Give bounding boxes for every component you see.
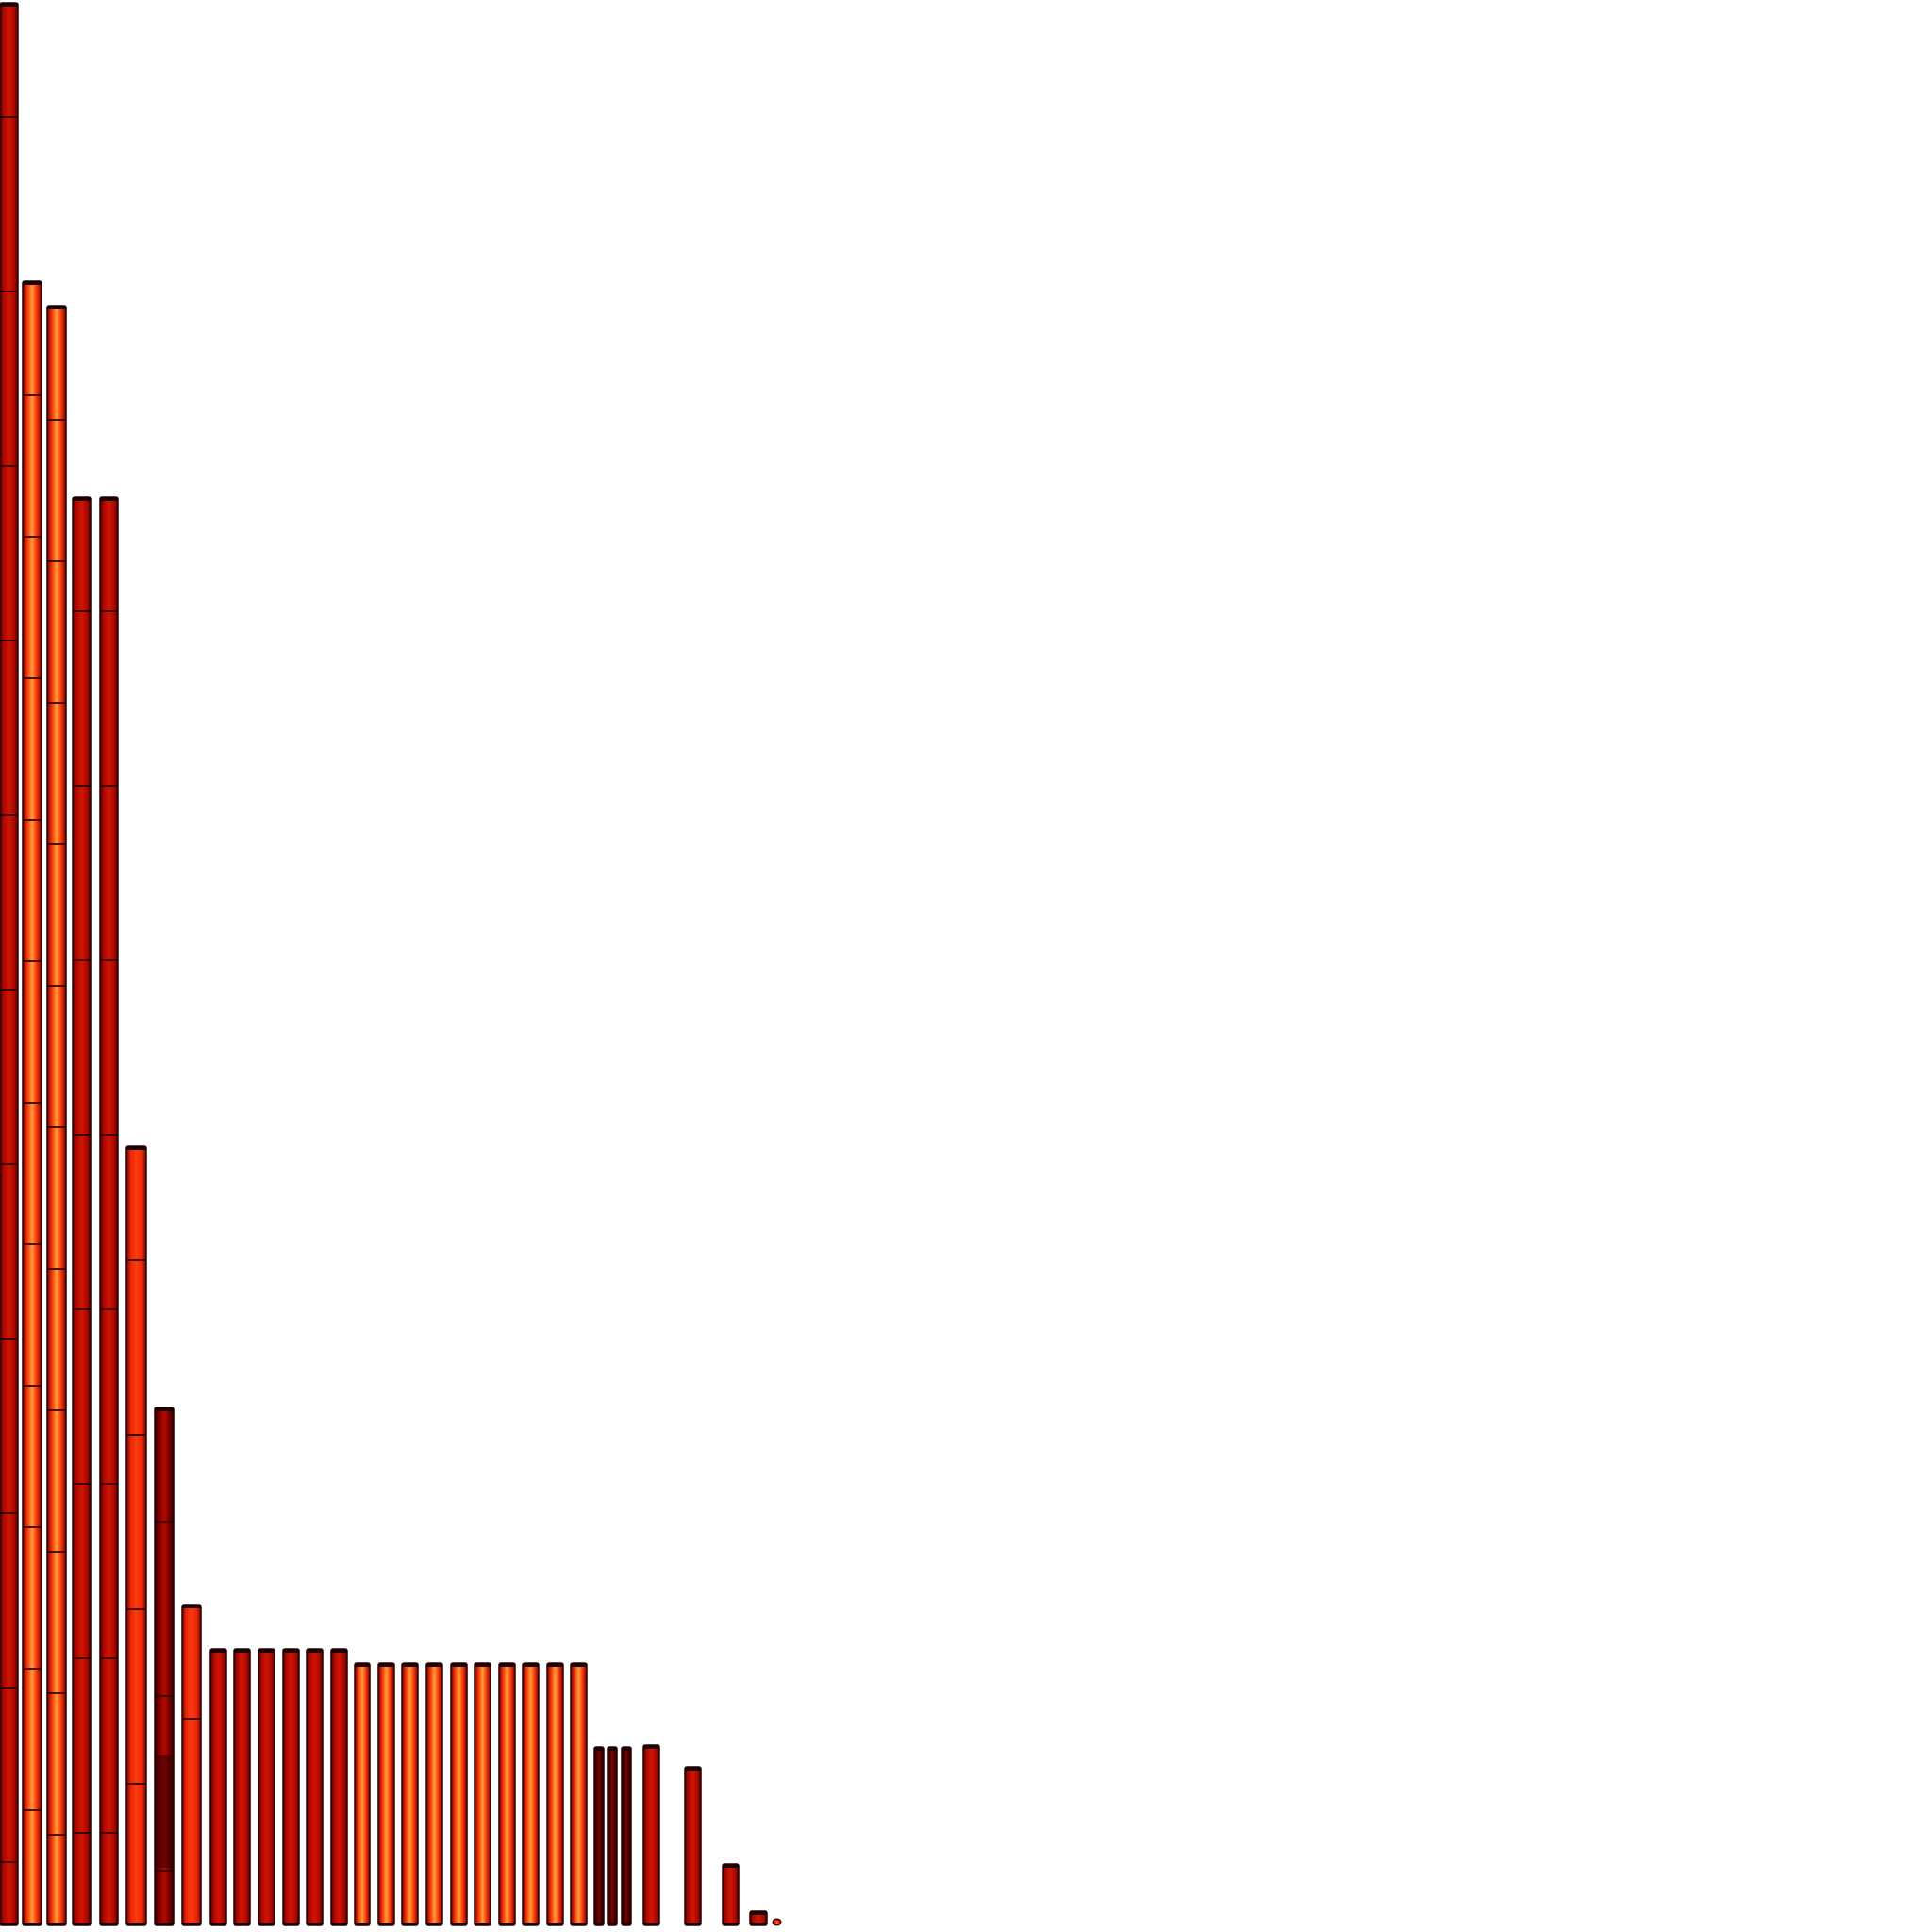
- bar-13: [306, 1648, 324, 1926]
- bar-7: [154, 1407, 175, 1926]
- bar-5: [99, 496, 119, 1926]
- bar-4: [72, 496, 92, 1926]
- bar-31: [749, 1910, 768, 1926]
- bar-11: [258, 1648, 275, 1926]
- bar-28: [642, 1744, 660, 1926]
- bar-25: [593, 1746, 605, 1926]
- bar-2: [22, 280, 42, 1926]
- bar-21: [498, 1662, 516, 1926]
- bar-6: [125, 1145, 147, 1926]
- bar-17: [401, 1662, 419, 1926]
- bar-12: [282, 1648, 300, 1926]
- bar-27: [621, 1746, 632, 1926]
- bar-23: [546, 1662, 564, 1926]
- bar-22: [522, 1662, 540, 1926]
- bar-16: [377, 1662, 395, 1926]
- bar-20: [474, 1662, 491, 1926]
- bar-14: [330, 1648, 348, 1926]
- bar-8: [181, 1604, 202, 1926]
- bar-26: [607, 1746, 618, 1926]
- bar-30: [722, 1863, 740, 1926]
- bar-19: [450, 1662, 468, 1926]
- bar-18: [425, 1662, 443, 1926]
- bar-3: [46, 305, 67, 1926]
- bar-15: [354, 1662, 371, 1926]
- bar-9: [209, 1648, 227, 1926]
- bar-24: [570, 1662, 588, 1926]
- bar-29: [684, 1766, 702, 1926]
- bar-10: [233, 1648, 251, 1926]
- bar-32: [772, 1918, 782, 1926]
- bars-group: [0, 2, 782, 1926]
- bar-1: [0, 2, 19, 1926]
